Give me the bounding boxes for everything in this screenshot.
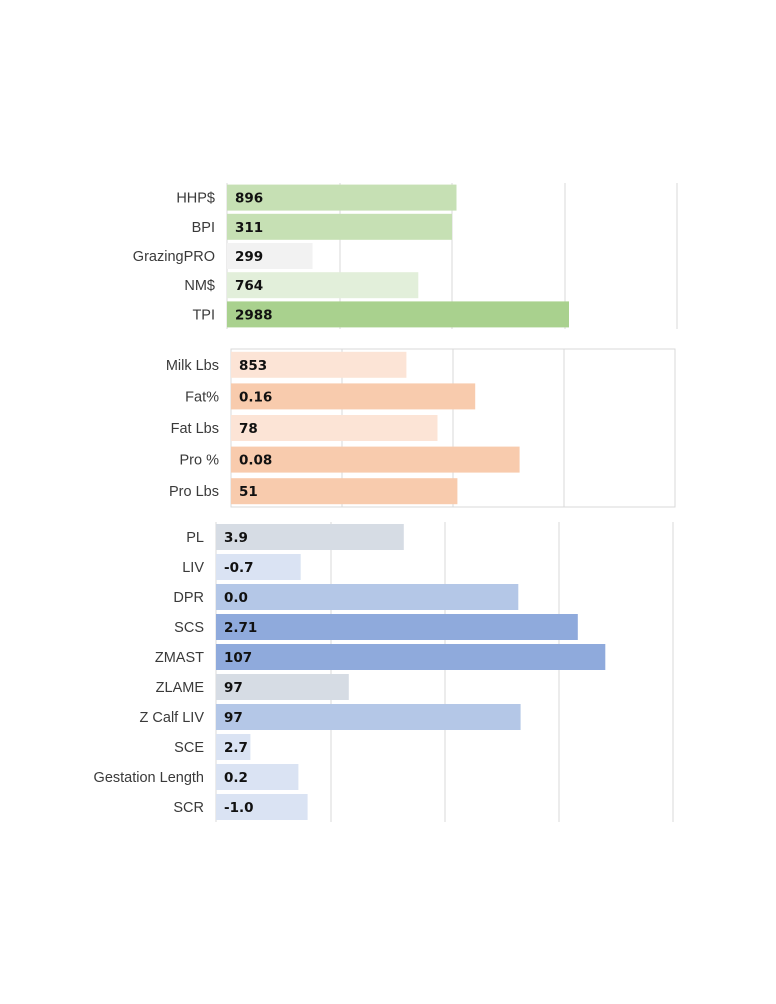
bar [227, 272, 419, 299]
data-label: 2988 [235, 307, 273, 323]
category-label: SCE [174, 740, 204, 756]
data-label: 0.08 [239, 453, 272, 469]
bar [227, 243, 313, 269]
data-label: 764 [235, 278, 263, 294]
bar [216, 764, 299, 790]
data-label: 2.71 [224, 620, 257, 636]
data-label: 97 [224, 710, 243, 726]
category-label: DPR [173, 590, 204, 606]
chart-panel-3: PL 3.9 LIV -0.7 DPR 0.0 SCS 2.71 ZMAST 107 ZLAME 97… [94, 522, 674, 822]
category-label: Fat% [185, 389, 219, 405]
bar [216, 644, 606, 670]
data-label: 78 [239, 421, 258, 437]
data-label: 853 [239, 358, 267, 374]
data-label: 2.7 [224, 740, 248, 756]
category-label: SCS [174, 620, 204, 636]
bar [231, 478, 458, 505]
category-label: SCR [173, 800, 204, 816]
category-label: ZMAST [155, 650, 204, 666]
bar [216, 794, 308, 820]
category-label: Pro Lbs [169, 484, 219, 500]
category-label: Pro % [180, 453, 220, 469]
bar [216, 524, 404, 550]
category-label: PL [186, 530, 204, 546]
category-label: Milk Lbs [166, 358, 219, 374]
category-label: LIV [182, 560, 204, 576]
data-label: 97 [224, 680, 243, 696]
data-label: 107 [224, 650, 252, 666]
data-label: -1.0 [224, 800, 254, 816]
data-label: 3.9 [224, 530, 248, 546]
category-label: Gestation Length [94, 770, 204, 786]
bar [231, 446, 520, 473]
category-label: ZLAME [156, 680, 205, 696]
category-label: NM$ [184, 278, 215, 294]
category-label: Fat Lbs [171, 421, 219, 437]
bar [227, 184, 457, 211]
category-label: TPI [192, 307, 215, 323]
category-label: GrazingPRO [133, 249, 215, 265]
data-label: 896 [235, 191, 263, 207]
data-label: 0.2 [224, 770, 248, 786]
data-label: 311 [235, 220, 263, 236]
data-label: 51 [239, 484, 258, 500]
chart-panel-1: HHP$ 896 BPI 311 GrazingPRO 299 NM$ 764 TPI 2988 [133, 183, 678, 329]
data-label: 299 [235, 249, 263, 265]
bar [216, 704, 521, 730]
bar [227, 213, 452, 240]
category-label: BPI [192, 220, 215, 236]
bar [216, 734, 251, 760]
category-label: HHP$ [176, 191, 215, 207]
bar [231, 351, 407, 378]
category-label: Z Calf LIV [140, 710, 205, 726]
data-label: 0.0 [224, 590, 248, 606]
bar [227, 301, 569, 328]
bar [216, 674, 349, 700]
bar [231, 415, 438, 441]
chart-panel-2: Milk Lbs 853 Fat% 0.16 Fat Lbs 78 Pro % 0.08 Pro… [166, 348, 676, 508]
data-label: -0.7 [224, 560, 254, 576]
data-label: 0.16 [239, 389, 272, 405]
bar [216, 554, 301, 580]
bar [216, 584, 519, 610]
bar [231, 383, 476, 410]
bar [216, 614, 578, 640]
